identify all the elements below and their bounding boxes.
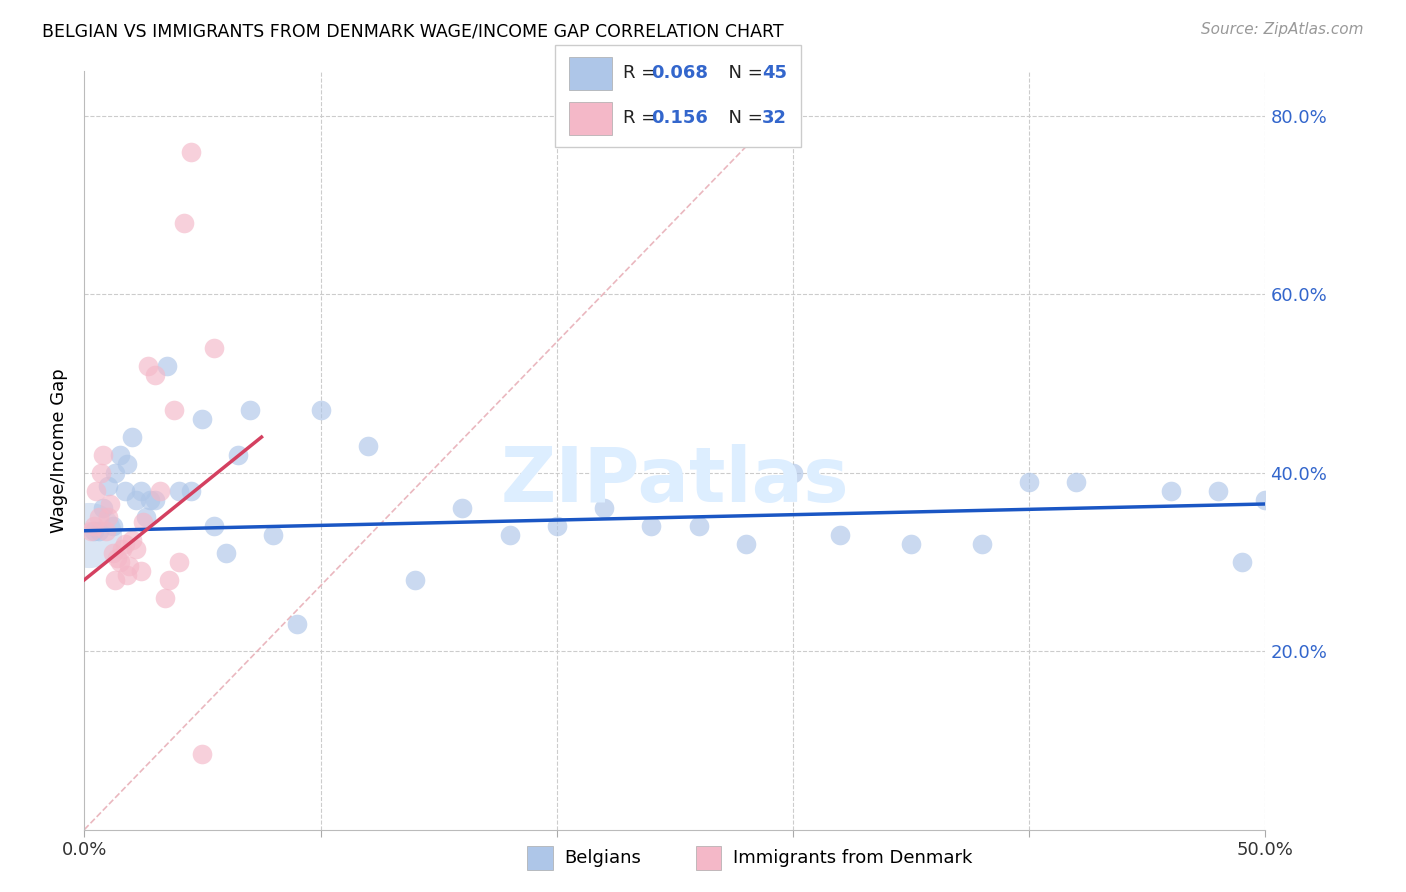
Point	[129, 564, 152, 578]
Point	[101, 519, 124, 533]
Point	[404, 573, 426, 587]
Text: Belgians: Belgians	[564, 848, 641, 867]
Point	[498, 528, 520, 542]
Point	[91, 448, 114, 462]
Point	[132, 515, 155, 529]
Point	[900, 537, 922, 551]
Point	[115, 568, 138, 582]
Point	[1066, 475, 1088, 489]
Point	[125, 541, 148, 556]
Text: Source: ZipAtlas.com: Source: ZipAtlas.com	[1201, 22, 1364, 37]
Point	[107, 550, 129, 565]
Point	[87, 510, 110, 524]
Point	[118, 559, 141, 574]
Point	[593, 501, 616, 516]
Point	[98, 497, 121, 511]
Point	[640, 519, 662, 533]
Point	[309, 403, 332, 417]
Point	[87, 524, 110, 538]
Point	[83, 524, 105, 538]
Point	[1160, 483, 1182, 498]
Point	[104, 466, 127, 480]
Point	[108, 448, 131, 462]
Point	[451, 501, 474, 516]
Point	[546, 519, 568, 533]
Point	[285, 617, 308, 632]
Point	[135, 510, 157, 524]
Point	[1206, 483, 1229, 498]
Point	[357, 439, 380, 453]
Point	[114, 537, 136, 551]
Text: BELGIAN VS IMMIGRANTS FROM DENMARK WAGE/INCOME GAP CORRELATION CHART: BELGIAN VS IMMIGRANTS FROM DENMARK WAGE/…	[42, 22, 783, 40]
Point	[239, 403, 262, 417]
Point	[149, 483, 172, 498]
Point	[121, 430, 143, 444]
Point	[91, 501, 114, 516]
Point	[782, 466, 804, 480]
Point	[83, 519, 105, 533]
Point	[167, 483, 190, 498]
Point	[80, 524, 103, 538]
Point	[115, 457, 138, 471]
Point	[157, 573, 180, 587]
Point	[1230, 555, 1253, 569]
Text: 45: 45	[762, 64, 787, 82]
Point	[104, 573, 127, 587]
Point	[111, 541, 134, 556]
Point	[136, 359, 159, 373]
Point	[734, 537, 756, 551]
Point	[108, 555, 131, 569]
Point	[156, 359, 179, 373]
Point	[215, 546, 238, 560]
Point	[191, 747, 214, 761]
Point	[191, 412, 214, 426]
Point	[202, 341, 225, 355]
Point	[153, 591, 176, 605]
Point	[94, 524, 117, 538]
Point	[77, 528, 100, 542]
Text: R =: R =	[623, 64, 662, 82]
Point	[84, 483, 107, 498]
Point	[125, 492, 148, 507]
Text: 0.068: 0.068	[651, 64, 709, 82]
Text: Immigrants from Denmark: Immigrants from Denmark	[733, 848, 972, 867]
Text: N =: N =	[717, 64, 769, 82]
Point	[202, 519, 225, 533]
Text: N =: N =	[717, 110, 769, 128]
Point	[226, 448, 249, 462]
Point	[121, 533, 143, 547]
Point	[180, 145, 202, 159]
Point	[114, 483, 136, 498]
Point	[180, 483, 202, 498]
Point	[262, 528, 284, 542]
Y-axis label: Wage/Income Gap: Wage/Income Gap	[49, 368, 67, 533]
Text: R =: R =	[623, 110, 662, 128]
Point	[97, 510, 120, 524]
Text: 0.156: 0.156	[651, 110, 707, 128]
Text: 32: 32	[762, 110, 787, 128]
Point	[173, 216, 195, 230]
Point	[101, 546, 124, 560]
Point	[143, 368, 166, 382]
Point	[163, 403, 186, 417]
Point	[90, 466, 112, 480]
Point	[143, 492, 166, 507]
Point	[1018, 475, 1040, 489]
Point	[97, 479, 120, 493]
Point	[688, 519, 710, 533]
Point	[139, 492, 162, 507]
Point	[129, 483, 152, 498]
Point	[1254, 492, 1277, 507]
Point	[970, 537, 993, 551]
Point	[167, 555, 190, 569]
Text: ZIPatlas: ZIPatlas	[501, 444, 849, 517]
Point	[830, 528, 852, 542]
